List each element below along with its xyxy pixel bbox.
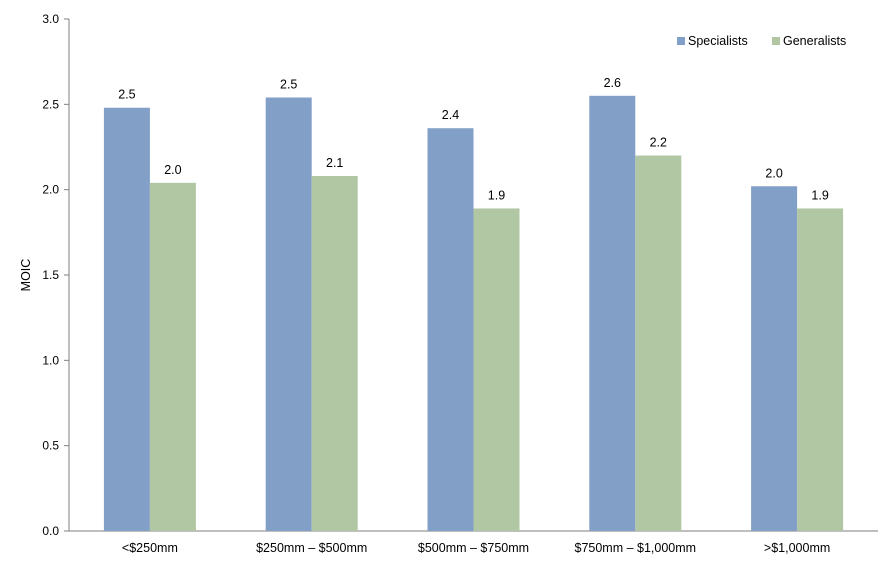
- bar-generalists: [149, 182, 196, 531]
- bar-specialists: [751, 186, 798, 531]
- data-label: 2.2: [650, 136, 667, 150]
- data-labels: 2.5 2.0 2.5 2.1 2.4 1.9 2.6 2.2 2.0 1.9: [118, 76, 829, 203]
- y-axis-title: MOIC: [19, 259, 33, 292]
- data-label: 1.9: [811, 188, 828, 202]
- y-tick-label: 2.0: [42, 183, 59, 197]
- legend: Specialists Generalists: [677, 34, 846, 48]
- data-label: 2.4: [442, 108, 459, 122]
- bar-specialists: [427, 128, 474, 531]
- data-label: 2.0: [765, 166, 782, 180]
- bar-specialists: [589, 95, 636, 532]
- legend-label: Specialists: [688, 34, 748, 48]
- bar-generalists: [635, 155, 682, 532]
- y-tick-label: 2.5: [42, 97, 59, 111]
- legend-swatch: [772, 37, 780, 45]
- x-category-label: >$1,000mm: [764, 541, 830, 555]
- data-label: 2.0: [164, 163, 181, 177]
- bar-generalists: [797, 208, 844, 531]
- legend-label: Generalists: [783, 34, 846, 48]
- y-tick-label: 0.0: [42, 524, 59, 538]
- data-label: 2.1: [326, 156, 343, 170]
- bar-generalists: [311, 176, 358, 531]
- data-label: 2.5: [280, 78, 297, 92]
- bar-specialists: [265, 97, 312, 532]
- x-category-label: <$250mm: [122, 541, 178, 555]
- y-tick-label: 0.5: [42, 439, 59, 453]
- data-label: 2.5: [118, 88, 135, 102]
- x-category-label: $250mm – $500mm: [256, 541, 367, 555]
- legend-swatch: [677, 37, 685, 45]
- bars: [103, 95, 844, 532]
- y-ticks: 0.0 0.5 1.0 1.5 2.0 2.5 3.0: [42, 12, 69, 538]
- x-category-label: $750mm – $1,000mm: [575, 541, 697, 555]
- y-tick-label: 1.5: [42, 268, 59, 282]
- y-tick-label: 1.0: [42, 353, 59, 367]
- x-labels: <$250mm $250mm – $500mm $500mm – $750mm $75…: [122, 541, 830, 555]
- x-category-label: $500mm – $750mm: [418, 541, 529, 555]
- data-label: 2.6: [604, 76, 621, 90]
- bar-generalists: [473, 208, 520, 531]
- y-tick-label: 3.0: [42, 12, 59, 26]
- bar-specialists: [103, 107, 150, 531]
- data-label: 1.9: [488, 188, 505, 202]
